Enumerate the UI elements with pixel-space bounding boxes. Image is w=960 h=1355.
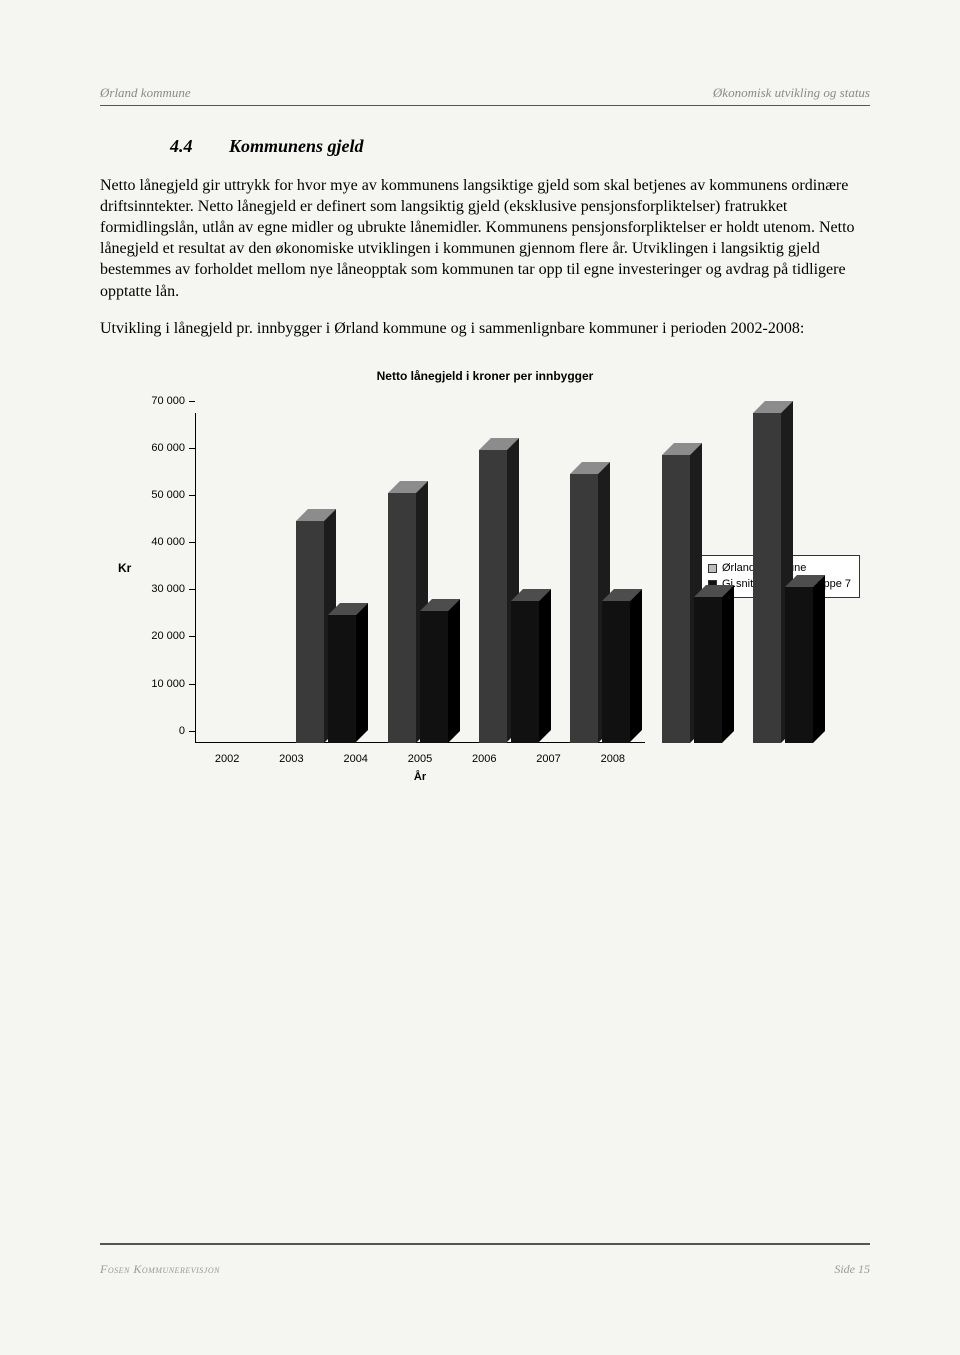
paragraph-1: Netto lånegjeld gir uttrykk for hvor mye…	[100, 175, 870, 302]
bar	[511, 601, 539, 742]
bar	[388, 493, 416, 743]
section-title: Kommunens gjeld	[229, 136, 364, 156]
x-tick-label: 2005	[388, 753, 452, 765]
bar	[570, 474, 598, 743]
y-tick: 50 000	[151, 489, 185, 501]
footer-left: Fosen Kommunerevisjon	[100, 1262, 220, 1277]
x-tick-label: 2004	[324, 753, 388, 765]
y-tick: 20 000	[151, 630, 185, 642]
bar	[420, 611, 448, 743]
page-footer: Fosen Kommunerevisjon Side 15	[100, 1262, 870, 1277]
x-tick-label: 2003	[259, 753, 323, 765]
x-axis-labels: 2002200320042005200620072008	[195, 753, 645, 765]
document-page: Ørland kommune Økonomisk utvikling og st…	[0, 0, 960, 1355]
x-tick-label: 2002	[195, 753, 259, 765]
plot-area	[195, 413, 645, 743]
chart-title: Netto lånegjeld i kroner per innbygger	[100, 369, 870, 383]
y-axis: 010 00020 00030 00040 00050 00060 00070 …	[125, 413, 195, 743]
bar	[479, 450, 507, 742]
bar	[602, 601, 630, 742]
footer-rule	[100, 1243, 870, 1245]
x-tick-label: 2007	[516, 753, 580, 765]
x-tick-label: 2008	[581, 753, 645, 765]
header-right: Økonomisk utvikling og status	[713, 85, 870, 101]
legend-swatch-1	[708, 564, 717, 573]
header-left: Ørland kommune	[100, 85, 191, 101]
bar	[328, 615, 356, 742]
section-heading: 4.4 Kommunens gjeld	[170, 136, 870, 157]
bar	[662, 455, 690, 743]
y-tick: 40 000	[151, 536, 185, 548]
page-header: Ørland kommune Økonomisk utvikling og st…	[100, 85, 870, 106]
y-axis-label: Kr	[118, 561, 131, 575]
x-tick-label: 2006	[452, 753, 516, 765]
section-number: 4.4	[170, 136, 193, 156]
bar	[753, 413, 781, 743]
footer-right: Side 15	[834, 1262, 870, 1277]
y-tick: 70 000	[151, 395, 185, 407]
bar	[694, 597, 722, 743]
x-axis-title: År	[195, 771, 645, 783]
y-tick: 60 000	[151, 442, 185, 454]
y-tick: 0	[179, 725, 185, 737]
bar-chart: 010 00020 00030 00040 00050 00060 00070 …	[100, 413, 870, 783]
y-tick: 30 000	[151, 583, 185, 595]
y-tick: 10 000	[151, 678, 185, 690]
paragraph-2: Utvikling i lånegjeld pr. innbygger i Ør…	[100, 318, 870, 339]
bar	[785, 587, 813, 743]
bar	[296, 521, 324, 743]
